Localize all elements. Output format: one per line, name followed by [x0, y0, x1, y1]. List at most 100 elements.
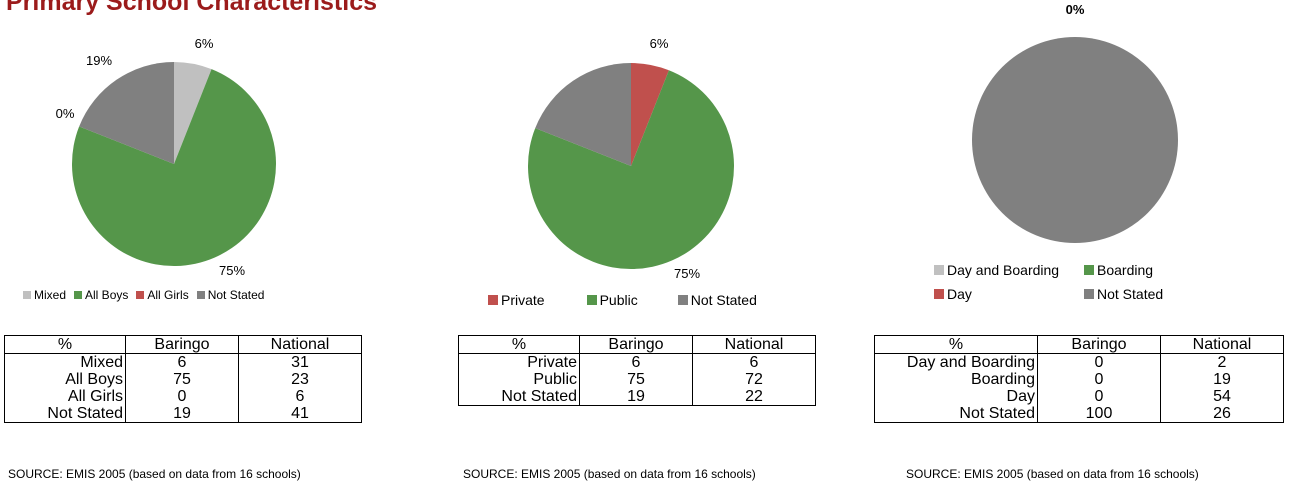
table-row: Not Stated 19 41	[4, 405, 362, 423]
table-row-label: Mixed	[4, 353, 126, 371]
table-row: All Boys 75 23	[4, 371, 362, 388]
legend-item: Private	[488, 292, 545, 308]
table-cell: 6	[238, 388, 362, 405]
table-cell: 19	[579, 388, 693, 406]
pie-value-label: 6%	[195, 36, 214, 51]
legend-item: Mixed	[23, 288, 66, 302]
table-row: Mixed 6 31	[4, 353, 362, 371]
legend-boarding: Day and Boarding Boarding Day Not Stated	[934, 262, 1204, 302]
table-cell: 75	[579, 371, 693, 388]
legend-swatch	[136, 291, 145, 299]
legend-item: Not Stated	[677, 292, 757, 308]
legend-swatch	[196, 291, 205, 299]
table-header-cell: %	[4, 335, 126, 354]
table-header-cell: %	[458, 335, 580, 354]
table-header-cell: National	[1160, 335, 1284, 354]
table-row-label: Day	[874, 388, 1038, 405]
table-cell: 0	[1037, 388, 1161, 405]
pie-slice-public	[528, 70, 734, 269]
table-cell: 6	[579, 353, 693, 371]
pie-slice-mixed	[174, 62, 212, 164]
legend-label: Private	[501, 292, 545, 308]
legend-swatch	[488, 295, 498, 305]
table-row-label: Public	[458, 371, 580, 388]
table-row: Day 0 54	[874, 388, 1284, 405]
legend-label: All Boys	[85, 288, 129, 302]
legend-item: Day and Boarding	[934, 262, 1076, 278]
table-row: Boarding 0 19	[874, 371, 1284, 388]
legend-label: Not Stated	[1097, 286, 1164, 302]
legend-label: Mixed	[34, 288, 67, 302]
table-cell: 0	[125, 388, 239, 405]
table-row-label: All Girls	[4, 388, 126, 405]
table-row-label: Not Stated	[458, 388, 580, 406]
pie-slice-all-boys	[71, 69, 276, 266]
table-row-label: Not Stated	[874, 405, 1038, 423]
source-note: SOURCE: EMIS 2005 (based on data from 16…	[906, 467, 1199, 481]
table-header-cell: %	[874, 335, 1038, 354]
pie-value-label: 0%	[1066, 2, 1085, 17]
table-row-label: Private	[458, 353, 580, 371]
pie-slice-not-stated	[79, 62, 174, 164]
legend-label: Public	[599, 292, 638, 308]
legend-item: Not Stated	[1084, 286, 1196, 302]
legend-label: Boarding	[1097, 262, 1154, 278]
table-row: Not Stated 100 26	[874, 405, 1284, 423]
table-row: Private 6 6	[458, 353, 816, 371]
table-header-row: % Baringo National	[4, 335, 362, 354]
page-title: Primary School Characteristics	[6, 0, 377, 16]
table-header-cell: Baringo	[1037, 335, 1161, 354]
legend-item: All Boys	[74, 288, 128, 302]
table-cell: 54	[1160, 388, 1284, 405]
legend-item: Boarding	[1084, 262, 1196, 278]
table-cell: 0	[1037, 353, 1161, 371]
legend-item: Public	[586, 292, 638, 308]
legend-swatch	[23, 291, 31, 299]
table-row: Day and Boarding 0 2	[874, 353, 1284, 371]
table-header-row: % Baringo National	[874, 335, 1284, 354]
table-cell: 19	[1160, 371, 1284, 388]
legend-label: Not Stated	[690, 292, 757, 308]
table-header-cell: National	[692, 335, 816, 354]
table-row-label: Not Stated	[4, 405, 126, 423]
table-row: Not Stated 19 22	[458, 388, 816, 406]
legend-gender: Mixed All Boys All Girls Not Stated	[23, 288, 272, 302]
pie-chart-ownership: 6% 75%	[528, 36, 734, 281]
data-table-gender: % Baringo National Mixed 6 31 All Boys 75 23 All …	[4, 335, 362, 423]
legend-swatch	[934, 265, 944, 275]
table-header-cell: Baringo	[125, 335, 239, 354]
table-row-label: All Boys	[4, 371, 126, 388]
legend-swatch	[934, 289, 944, 299]
table-cell: 2	[1160, 353, 1284, 371]
pie-slice-not-stated	[535, 63, 631, 166]
legend-label: Day and Boarding	[947, 262, 1060, 278]
data-table-ownership: % Baringo National Private 6 6 Public 75 72 Not S…	[458, 335, 816, 406]
table-row: Public 75 72	[458, 371, 816, 388]
table-cell: 26	[1160, 405, 1284, 423]
legend-label: All Girls	[147, 288, 189, 302]
legend-swatch	[74, 291, 83, 299]
legend-swatch	[677, 295, 688, 305]
table-cell: 100	[1037, 405, 1161, 423]
table-row-label: Boarding	[874, 371, 1038, 388]
table-header-row: % Baringo National	[458, 335, 816, 354]
legend-ownership: Private Public Not Stated	[488, 292, 757, 308]
legend-swatch	[586, 295, 597, 305]
pie-value-label: 6%	[650, 36, 669, 51]
table-cell: 6	[692, 353, 816, 371]
table-cell: 72	[692, 371, 816, 388]
table-row-label: Day and Boarding	[874, 353, 1038, 371]
pie-slice-not-stated	[972, 37, 1178, 243]
table-header-cell: National	[238, 335, 362, 354]
table-header-cell: Baringo	[579, 335, 693, 354]
pie-chart-gender: 6% 75% 0% 19%	[56, 36, 276, 278]
legend-swatch	[1084, 265, 1094, 275]
table-cell: 6	[125, 353, 239, 371]
legend-label: Day	[947, 286, 972, 302]
pie-value-label: 75%	[674, 266, 700, 281]
table-cell: 0	[1037, 371, 1161, 388]
table-cell: 22	[692, 388, 816, 406]
legend-item: All Girls	[136, 288, 189, 302]
pie-value-label: 19%	[86, 53, 112, 68]
table-cell: 23	[238, 371, 362, 388]
